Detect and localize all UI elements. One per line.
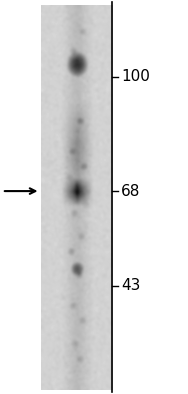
Text: 43: 43 (121, 278, 141, 293)
Text: 68: 68 (121, 184, 141, 199)
Text: 100: 100 (121, 69, 150, 84)
